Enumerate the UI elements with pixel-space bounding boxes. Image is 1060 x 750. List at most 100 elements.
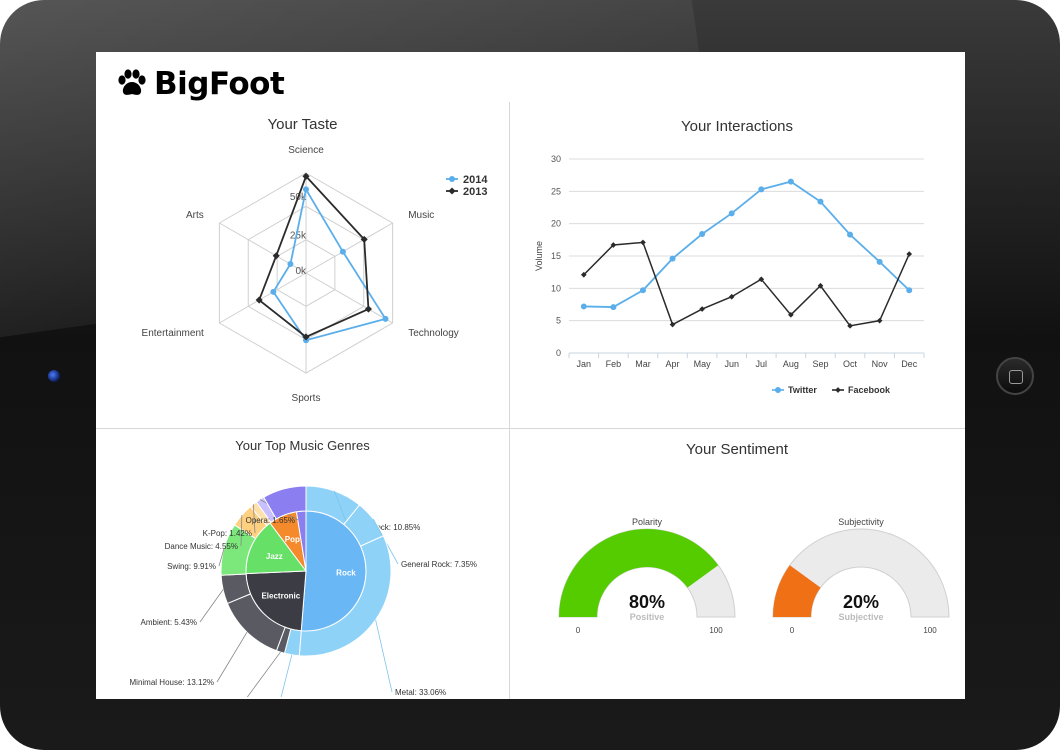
pie-outer-label: Ambient: 5.43% <box>141 618 197 627</box>
pie-connector <box>199 589 224 623</box>
pie-outer-label: Opera: 1.65% <box>246 516 295 525</box>
line-point <box>669 321 676 328</box>
gauge-sublabel: Subjective <box>838 612 883 622</box>
taste-title: Your Taste <box>267 116 338 133</box>
radar-legend-marker <box>449 176 455 182</box>
line-y-tick: 20 <box>551 219 561 229</box>
paw-icon <box>118 69 146 95</box>
line-point <box>787 178 794 185</box>
line-y-tick: 25 <box>551 186 561 196</box>
pie-connector <box>246 651 281 697</box>
radar-point <box>302 333 310 341</box>
genres-title: Your Top Music Genres <box>235 438 370 453</box>
gauge-value: 20% <box>843 592 879 612</box>
line-x-tick: Oct <box>843 359 858 369</box>
radar-axis-label: Music <box>408 210 434 221</box>
line-x-tick: Apr <box>666 359 680 369</box>
line-point <box>728 293 735 300</box>
pie-outer-label: Dance Music: 4.55% <box>165 542 238 551</box>
line-y-axis-label: Volume <box>534 241 544 271</box>
pie-connector <box>218 548 225 567</box>
line-point <box>906 251 913 257</box>
taste-radar-chart: Science Music Technology Sports Entertainmen… <box>142 145 489 404</box>
brand-logo[interactable]: BigFoot <box>116 66 285 102</box>
radar-value-label: 25k <box>290 231 307 242</box>
line-x-tick: Aug <box>783 359 799 369</box>
line-point <box>699 231 706 238</box>
line-point <box>580 303 587 310</box>
line-point <box>640 239 646 246</box>
line-x-tick: Jan <box>577 359 592 369</box>
line-legend-marker <box>835 387 841 393</box>
gauge-fill <box>559 529 719 617</box>
line-point <box>758 186 765 193</box>
pie-connector <box>375 619 393 693</box>
panel-divider-vertical <box>509 102 510 699</box>
gauge-max: 100 <box>709 626 723 635</box>
gauge-fill <box>773 565 821 617</box>
line-point <box>699 306 705 312</box>
gauge-max: 100 <box>923 626 937 635</box>
pie-outer-label: Hard Rock: 10.85% <box>351 523 420 532</box>
line-point <box>610 242 617 248</box>
brand-name: BigFoot <box>154 66 285 102</box>
line-point <box>639 287 646 294</box>
line-point <box>610 304 617 311</box>
home-square-icon <box>1009 370 1023 384</box>
gauge-title: Polarity <box>632 517 663 527</box>
line-x-tick: Feb <box>606 359 622 369</box>
line-point <box>906 287 913 294</box>
line-x-tick: May <box>694 359 712 369</box>
line-y-tick: 5 <box>556 316 561 326</box>
camera-icon <box>48 370 60 382</box>
gauge-background <box>772 528 950 618</box>
pie-outer-label: General Rock: 7.35% <box>401 560 477 569</box>
pie-outer-label: Swing: 9.91% <box>167 562 216 571</box>
radar-legend-label: 2014 <box>463 174 488 186</box>
radar-axis-label: Science <box>288 145 324 156</box>
line-point <box>728 210 735 217</box>
radar-point <box>360 235 368 243</box>
line-point <box>876 317 883 324</box>
radar-point <box>364 305 372 313</box>
dashboard-screen: BigFoot Your Taste Your Interactions You… <box>96 52 965 699</box>
line-x-tick: Mar <box>635 359 651 369</box>
pie-inner-label: Jazz <box>266 552 283 561</box>
radar-axis-label: Arts <box>186 210 204 221</box>
panel-divider-horizontal <box>96 428 965 429</box>
line-x-tick: Jul <box>756 359 768 369</box>
gauge-min: 0 <box>790 626 795 635</box>
radar-point <box>382 315 389 322</box>
radar-point <box>287 261 294 267</box>
pie-connector <box>280 654 293 697</box>
pie-connector <box>252 504 256 534</box>
pie-outer-label: K-Pop: 1.42% <box>203 529 252 538</box>
radar-point <box>255 296 263 304</box>
gauge-sublabel: Positive <box>630 612 665 622</box>
line-legend-label: Twitter <box>788 385 817 395</box>
radar-legend-label: 2013 <box>463 186 487 198</box>
radar-point <box>272 252 280 260</box>
radar-axis-label: Sports <box>292 393 321 404</box>
line-series-facebook <box>583 241 910 327</box>
pie-connector <box>240 515 243 547</box>
line-x-tick: Dec <box>901 359 918 369</box>
radar-legend-marker <box>448 187 456 195</box>
line-point <box>669 255 676 262</box>
line-point <box>817 282 824 289</box>
interactions-line-chart: 0 5 10 15 20 25 30 Jan Feb Mar Apr May Jun Jul Aug Sep O… <box>534 154 925 395</box>
gauge-value: 80% <box>629 592 665 612</box>
interactions-title: Your Interactions <box>680 118 794 135</box>
line-point <box>817 198 824 205</box>
radar-spoke <box>219 272 307 324</box>
pie-outer-slice <box>263 485 307 520</box>
radar-axis-label: Entertainment <box>142 328 204 339</box>
radar-point <box>303 186 309 193</box>
radar-axis-label: Technology <box>408 328 459 339</box>
radar-value-label: 0k <box>295 266 307 277</box>
line-legend-marker <box>775 387 781 393</box>
line-y-tick: 15 <box>551 251 561 261</box>
home-button[interactable] <box>996 357 1034 395</box>
line-series-twitter <box>583 180 910 308</box>
